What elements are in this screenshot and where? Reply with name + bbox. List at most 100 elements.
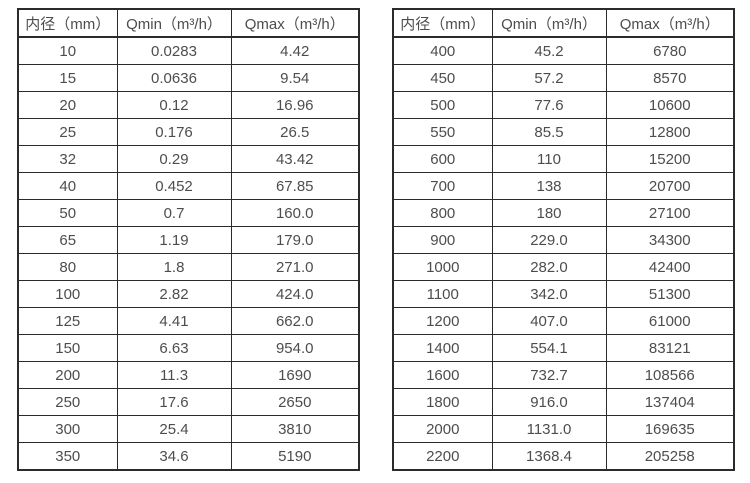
table-cell: 20700 [605, 172, 735, 200]
table-cell: 85.5 [491, 118, 607, 146]
table-cell: 15 [17, 64, 118, 92]
table-cell: 169635 [605, 415, 735, 443]
table-cell: 1400 [392, 334, 493, 362]
table-cell: 300 [17, 415, 118, 443]
table-cell: 15200 [605, 145, 735, 173]
table-row: 500 77.6 10600 [392, 91, 735, 119]
table-cell: 0.176 [116, 118, 232, 146]
table-cell: 45.2 [491, 36, 607, 65]
table-cell: 1800 [392, 388, 493, 416]
table-row: 2000 1131.0 169635 [392, 415, 735, 443]
table-row: 125 4.41 662.0 [17, 307, 360, 335]
table-cell: 4.41 [116, 307, 232, 335]
table-cell: 0.12 [116, 91, 232, 119]
table-cell: 67.85 [230, 172, 360, 200]
table-row: 900 229.0 34300 [392, 226, 735, 254]
table-cell: 50 [17, 199, 118, 227]
table-cell: 1600 [392, 361, 493, 389]
table-cell: 40 [17, 172, 118, 200]
table-row: 550 85.5 12800 [392, 118, 735, 146]
table-cell: 900 [392, 226, 493, 254]
header-row: 内径（mm） Qmin（m³/h） Qmax（m³/h） [392, 8, 735, 38]
table-cell: 10 [17, 36, 118, 65]
table-cell: 125 [17, 307, 118, 335]
table-row: 10 0.0283 4.42 [17, 36, 360, 65]
table-cell: 100 [17, 280, 118, 308]
table-cell: 550 [392, 118, 493, 146]
table-cell: 1100 [392, 280, 493, 308]
table-cell: 250 [17, 388, 118, 416]
table-cell: 42400 [605, 253, 735, 281]
header-qmax: Qmax（m³/h） [230, 8, 360, 38]
table-row: 700 138 20700 [392, 172, 735, 200]
table-cell: 916.0 [491, 388, 607, 416]
table-cell: 137404 [605, 388, 735, 416]
table-cell: 138 [491, 172, 607, 200]
table-row: 600 110 15200 [392, 145, 735, 173]
table-cell: 180 [491, 199, 607, 227]
table-cell: 1.8 [116, 253, 232, 281]
table-row: 1200 407.0 61000 [392, 307, 735, 335]
table-cell: 350 [17, 442, 118, 471]
table-cell: 0.29 [116, 145, 232, 173]
table-cell: 407.0 [491, 307, 607, 335]
table-cell: 342.0 [491, 280, 607, 308]
table-cell: 32 [17, 145, 118, 173]
table-cell: 282.0 [491, 253, 607, 281]
table-cell: 110 [491, 145, 607, 173]
table-row: 300 25.4 3810 [17, 415, 360, 443]
table-row: 250 17.6 2650 [17, 388, 360, 416]
table-cell: 57.2 [491, 64, 607, 92]
table-cell: 500 [392, 91, 493, 119]
table-cell: 1368.4 [491, 442, 607, 471]
table-row: 1800 916.0 137404 [392, 388, 735, 416]
table-row: 200 11.3 1690 [17, 361, 360, 389]
table-cell: 2.82 [116, 280, 232, 308]
table-cell: 554.1 [491, 334, 607, 362]
table-row: 150 6.63 954.0 [17, 334, 360, 362]
table-cell: 1690 [230, 361, 360, 389]
table-cell: 80 [17, 253, 118, 281]
table-row: 32 0.29 43.42 [17, 145, 360, 173]
table-cell: 108566 [605, 361, 735, 389]
table-row: 80 1.8 271.0 [17, 253, 360, 281]
table-cell: 271.0 [230, 253, 360, 281]
table-cell: 51300 [605, 280, 735, 308]
table-cell: 27100 [605, 199, 735, 227]
table-row: 20 0.12 16.96 [17, 91, 360, 119]
table-cell: 662.0 [230, 307, 360, 335]
table-cell: 34.6 [116, 442, 232, 471]
table-cell: 954.0 [230, 334, 360, 362]
table-cell: 77.6 [491, 91, 607, 119]
table-cell: 4.42 [230, 36, 360, 65]
table-row: 65 1.19 179.0 [17, 226, 360, 254]
table-cell: 200 [17, 361, 118, 389]
table-row: 450 57.2 8570 [392, 64, 735, 92]
table-cell: 1131.0 [491, 415, 607, 443]
table-row: 25 0.176 26.5 [17, 118, 360, 146]
table-cell: 5190 [230, 442, 360, 471]
table-cell: 11.3 [116, 361, 232, 389]
table-cell: 20 [17, 91, 118, 119]
table-cell: 16.96 [230, 91, 360, 119]
table-cell: 10600 [605, 91, 735, 119]
table-row: 100 2.82 424.0 [17, 280, 360, 308]
flow-range-table-large-diameters: 内径（mm） Qmin（m³/h） Qmax（m³/h） 400 45.2 6780… [392, 8, 735, 471]
table-row: 2200 1368.4 205258 [392, 442, 735, 471]
table-body: 400 45.2 6780 450 57.2 8570 500 77.6 10600 550 85.… [392, 36, 735, 471]
table-cell: 2200 [392, 442, 493, 471]
table-cell: 800 [392, 199, 493, 227]
table-cell: 6.63 [116, 334, 232, 362]
header-inner-diameter: 内径（mm） [392, 8, 493, 38]
table-cell: 732.7 [491, 361, 607, 389]
table-cell: 3810 [230, 415, 360, 443]
table-row: 1600 732.7 108566 [392, 361, 735, 389]
table-cell: 26.5 [230, 118, 360, 146]
table-cell: 34300 [605, 226, 735, 254]
flow-range-table-small-diameters: 内径（mm） Qmin（m³/h） Qmax（m³/h） 10 0.0283 4.4… [17, 8, 360, 471]
table-cell: 6780 [605, 36, 735, 65]
table-cell: 25 [17, 118, 118, 146]
header-qmin: Qmin（m³/h） [491, 8, 607, 38]
table-cell: 0.452 [116, 172, 232, 200]
table-cell: 61000 [605, 307, 735, 335]
